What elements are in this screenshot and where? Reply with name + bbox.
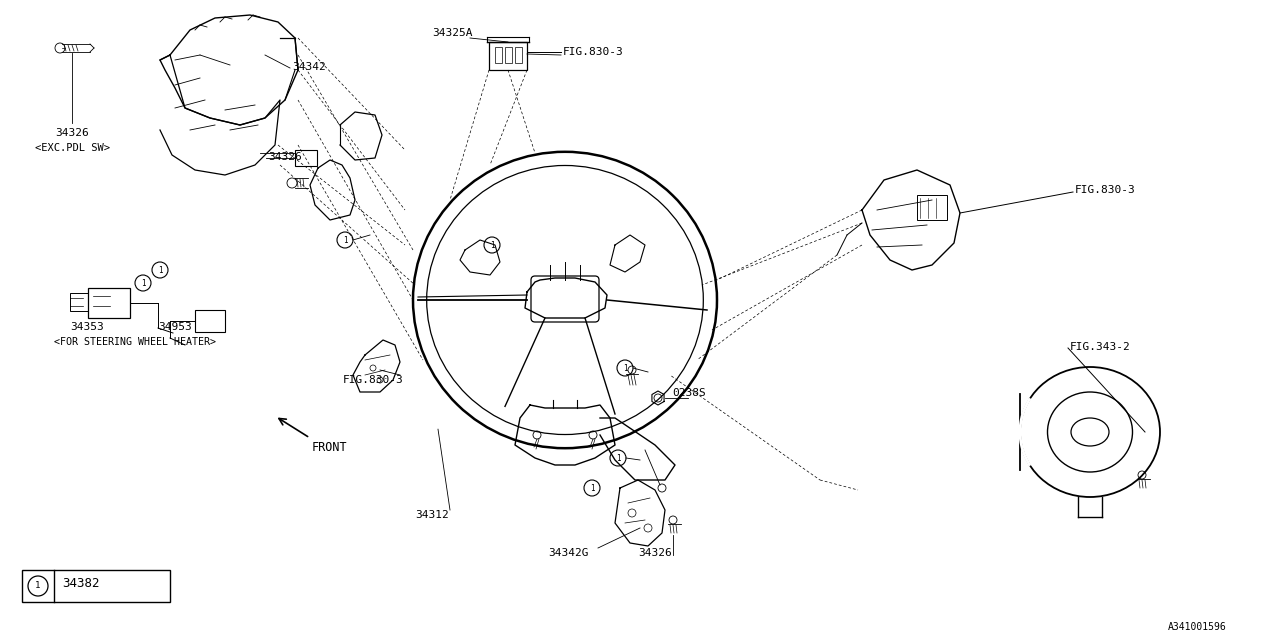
- Text: 0238S: 0238S: [672, 388, 705, 398]
- Bar: [489, 42, 527, 70]
- Text: 1: 1: [622, 364, 627, 372]
- Bar: [70, 293, 88, 311]
- Text: FIG.830-3: FIG.830-3: [563, 47, 623, 57]
- Text: 34326: 34326: [55, 128, 88, 138]
- Text: 1: 1: [157, 266, 163, 275]
- Text: 1: 1: [36, 582, 41, 591]
- Text: 1: 1: [141, 278, 146, 287]
- Text: FIG.343-2: FIG.343-2: [1070, 342, 1130, 352]
- Text: 34953: 34953: [157, 322, 192, 332]
- Text: 1: 1: [616, 454, 621, 463]
- Text: 34326: 34326: [268, 152, 302, 162]
- Text: 34382: 34382: [61, 577, 100, 590]
- Text: FIG.830-3: FIG.830-3: [1075, 185, 1135, 195]
- Text: FRONT: FRONT: [312, 441, 348, 454]
- Bar: [88, 288, 131, 318]
- Bar: [916, 195, 947, 220]
- Bar: [495, 47, 502, 63]
- Bar: [515, 47, 522, 63]
- Text: 34312: 34312: [415, 510, 449, 520]
- Bar: [294, 150, 317, 166]
- Text: 1: 1: [590, 483, 594, 493]
- Text: 34342: 34342: [292, 62, 325, 72]
- Text: 1: 1: [343, 236, 347, 244]
- Bar: [22, 570, 170, 602]
- Text: FIG.830-3: FIG.830-3: [343, 375, 403, 385]
- Bar: [506, 47, 512, 63]
- Text: 34342G: 34342G: [548, 548, 589, 558]
- Text: <EXC.PDL SW>: <EXC.PDL SW>: [35, 143, 110, 153]
- Text: 34353: 34353: [70, 322, 104, 332]
- Bar: [195, 310, 225, 332]
- Text: A341001596: A341001596: [1169, 622, 1226, 632]
- Text: 34325A: 34325A: [433, 28, 472, 38]
- Text: 34326: 34326: [637, 548, 672, 558]
- Text: <FOR STEERING WHEEL HEATER>: <FOR STEERING WHEEL HEATER>: [54, 337, 216, 347]
- Text: 1: 1: [490, 241, 494, 250]
